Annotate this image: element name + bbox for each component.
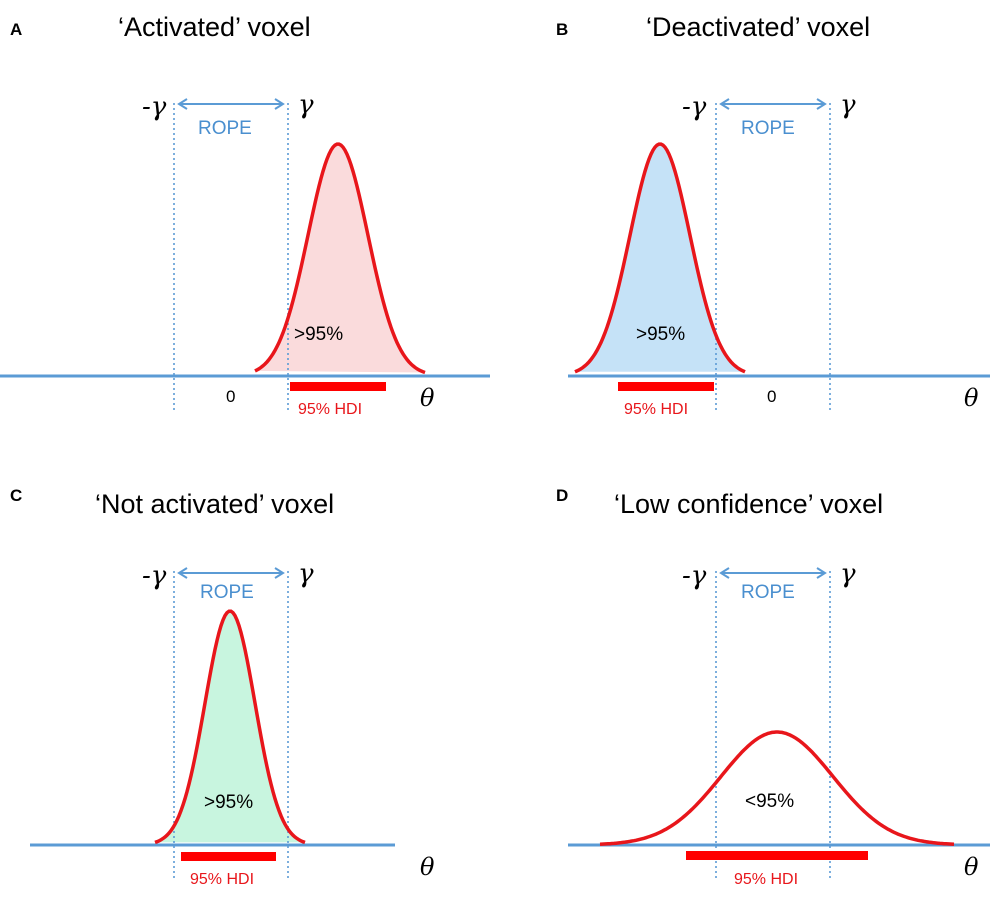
hdi-label: 95% HDI [190, 871, 254, 888]
posterior-fill [155, 611, 305, 843]
posterior-curve [574, 142, 746, 374]
posterior-fill [255, 144, 425, 373]
rope-arrow-left-head [177, 98, 188, 110]
hdi-bar [618, 382, 714, 391]
percent-label: <95% [745, 791, 794, 812]
posterior-fill [575, 144, 745, 372]
zero-label: 0 [767, 387, 776, 406]
zero-label: 0 [226, 387, 235, 406]
percent-label: >95% [294, 324, 343, 345]
panel-a: A ‘Activated’ voxel -γ γ ROPE >95% 0 95%… [0, 0, 490, 450]
percent-label: >95% [636, 324, 685, 345]
neg-gamma-label: -γ [142, 92, 167, 122]
posterior-curve [254, 142, 426, 375]
posterior-curve [599, 730, 955, 846]
panel-c: C ‘Not activated’ voxel -γ γ ROPE >95% 9… [0, 465, 490, 915]
rope-label: ROPE [741, 582, 795, 603]
neg-gamma-label: -γ [142, 561, 167, 591]
neg-gamma-label: -γ [682, 92, 707, 122]
rope-arrow-right-head [816, 98, 827, 110]
panel-letter: C [10, 486, 23, 505]
rope-arrow-right-head [274, 98, 285, 110]
rope-arrow-left-head [719, 567, 730, 579]
theta-label: θ [420, 853, 435, 881]
theta-label: θ [964, 384, 979, 412]
rope-arrow-left-head [177, 567, 188, 579]
rope-label: ROPE [200, 582, 254, 603]
panel-letter: B [556, 20, 569, 39]
diagram-c: -γ γ ROPE >95% 95% HDI θ [30, 559, 435, 888]
diagram-b: -γ γ ROPE >95% 0 95% HDI θ [568, 90, 990, 418]
gamma-label: γ [298, 559, 314, 589]
percent-label: >95% [204, 792, 253, 813]
panel-letter: D [556, 486, 569, 505]
panel-b: B ‘Deactivated’ voxel -γ γ ROPE >95% 0 9… [540, 0, 1000, 450]
hdi-label: 95% HDI [624, 401, 688, 418]
rope-arrow-right-head [816, 567, 827, 579]
gamma-label: γ [298, 90, 314, 120]
gamma-label: γ [840, 90, 856, 120]
panel-title: ‘Activated’ voxel [118, 12, 311, 42]
gamma-label: γ [840, 559, 856, 589]
panel-letter: A [10, 20, 23, 39]
rope-arrow-left-head [719, 98, 730, 110]
rope-label: ROPE [198, 118, 252, 139]
panel-d: D ‘Low confidence’ voxel -γ γ ROPE <95% … [540, 465, 1000, 915]
hdi-bar [686, 851, 868, 860]
panel-title: ‘Deactivated’ voxel [646, 12, 871, 42]
hdi-bar [290, 382, 386, 391]
diagram-d: -γ γ ROPE <95% 95% HDI θ [568, 559, 990, 888]
hdi-bar [181, 852, 276, 861]
rope-arrow-right-head [274, 567, 285, 579]
rope-label: ROPE [741, 118, 795, 139]
hdi-label: 95% HDI [734, 871, 798, 888]
theta-label: θ [964, 853, 979, 881]
theta-label: θ [420, 384, 435, 412]
panel-title: ‘Low confidence’ voxel [614, 489, 884, 519]
panel-title: ‘Not activated’ voxel [95, 489, 335, 519]
neg-gamma-label: -γ [682, 561, 707, 591]
posterior-curve [154, 609, 306, 845]
hdi-label: 95% HDI [298, 401, 362, 418]
diagram-a: -γ γ ROPE >95% 0 95% HDI θ [0, 90, 490, 418]
